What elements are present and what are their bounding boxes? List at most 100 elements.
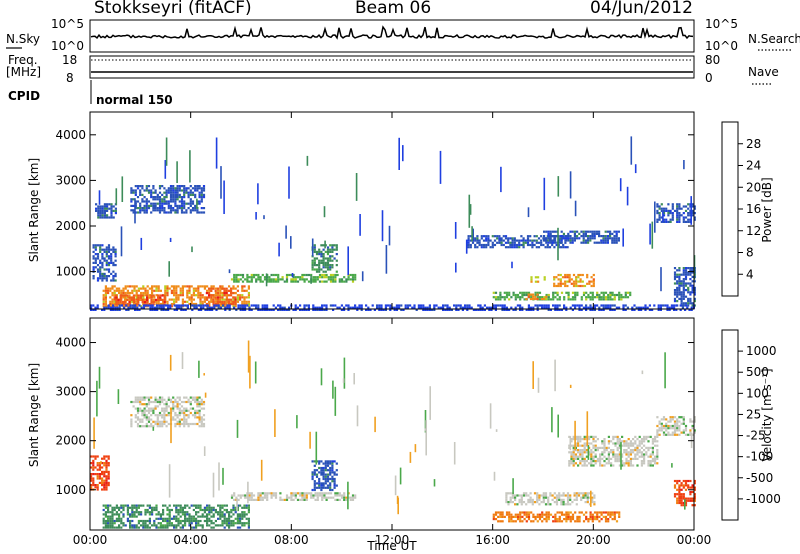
heatmap-cell: [676, 275, 679, 278]
heatmap-cell: [534, 304, 537, 307]
colorbar-tick-label: -25: [746, 429, 766, 443]
heatmap-cell: [382, 308, 385, 311]
heatmap-cell: [489, 239, 492, 242]
heatmap-cell: [514, 513, 517, 516]
heatmap-cell: [103, 457, 106, 460]
heatmap-cell: [137, 287, 140, 290]
heatmap-cell: [103, 250, 106, 253]
heatmap-cell: [143, 403, 146, 406]
heatmap-cell: [155, 300, 158, 303]
heatmap-cell: [180, 411, 184, 415]
heatmap-cell: [579, 449, 582, 452]
heatmap-cell: [248, 308, 251, 311]
heatmap-cell: [158, 306, 161, 309]
heatmap-cell: [261, 492, 264, 495]
heatmap-streak: [569, 384, 572, 388]
heatmap-cell: [507, 239, 510, 242]
heatmap-cell: [552, 293, 555, 297]
heatmap-cell: [535, 246, 538, 249]
heatmap-cell: [592, 438, 595, 441]
heatmap-cell: [522, 241, 525, 244]
heatmap-cell: [640, 442, 643, 445]
heatmap-cell: [497, 304, 500, 307]
heatmap-cell: [318, 484, 321, 487]
heatmap-cell: [99, 272, 102, 275]
heatmap-cell: [331, 244, 334, 247]
heatmap-cell: [182, 304, 185, 307]
heatmap-cell: [525, 503, 528, 506]
heatmap-cell: [172, 207, 175, 210]
heatmap-cell: [592, 282, 595, 285]
heatmap-cell: [664, 304, 667, 307]
heatmap-cell: [201, 526, 204, 529]
heatmap-cell: [574, 435, 577, 438]
heatmap-cell: [505, 511, 509, 514]
heatmap-cell: [573, 494, 576, 497]
heatmap-cell: [582, 520, 586, 523]
heatmap-cell: [453, 304, 456, 307]
heatmap-cell: [214, 511, 217, 514]
heatmap-cell: [593, 503, 596, 506]
heatmap-cell: [237, 304, 240, 307]
heatmap-cell: [494, 511, 498, 514]
heatmap-cell: [662, 207, 666, 210]
heatmap-cell: [110, 212, 113, 215]
heatmap-cell: [202, 425, 206, 428]
heatmap-cell: [243, 302, 246, 306]
heatmap-cell: [94, 248, 97, 251]
heatmap-cell: [136, 207, 140, 210]
heatmap-cell: [96, 257, 100, 260]
heatmap-cell: [129, 304, 132, 307]
heatmap-cell: [183, 420, 186, 423]
heatmap-cell: [292, 276, 295, 279]
heatmap-cell: [665, 220, 668, 223]
heatmap-cell: [247, 524, 250, 527]
heatmap-cell: [684, 216, 688, 219]
heatmap-cell: [203, 296, 206, 299]
heatmap-cell: [112, 277, 115, 280]
heatmap-cell: [338, 494, 341, 497]
heatmap-cell: [217, 289, 220, 292]
heatmap-cell: [499, 298, 502, 301]
heatmap-cell: [176, 191, 179, 194]
heatmap-cell: [270, 494, 273, 497]
heatmap-cell: [575, 280, 578, 283]
heatmap-cell: [614, 455, 617, 458]
heatmap-cell: [343, 280, 346, 283]
heatmap-cell: [208, 508, 211, 512]
heatmap-cell: [676, 282, 679, 285]
heatmap-cell: [680, 422, 683, 425]
heatmap-cell: [536, 498, 539, 501]
heatmap-cell: [316, 278, 319, 281]
heatmap-cell: [107, 473, 110, 476]
heatmap-cell: [120, 291, 123, 295]
heatmap-cell: [157, 513, 160, 516]
heatmap-cell: [181, 524, 184, 527]
heatmap-cell: [682, 269, 685, 272]
heatmap-cell: [442, 304, 445, 307]
heatmap-cell: [235, 273, 238, 277]
heatmap-cell: [673, 306, 676, 309]
heatmap-cell: [97, 205, 100, 208]
heatmap-cell: [135, 526, 138, 529]
heatmap-cell: [634, 457, 637, 460]
heatmap-cell: [199, 298, 202, 301]
heatmap-cell: [174, 196, 177, 199]
heatmap-cell: [549, 494, 552, 497]
heatmap-cell: [166, 294, 169, 297]
heatmap-cell: [577, 438, 580, 441]
heatmap-cell: [560, 291, 564, 294]
heatmap-cell: [351, 273, 355, 277]
heatmap-cell: [139, 425, 142, 428]
heatmap-cell: [687, 479, 690, 483]
heatmap-cell: [167, 189, 170, 192]
heatmap-cell: [154, 405, 157, 408]
heatmap-cell: [574, 446, 577, 449]
heatmap-cell: [150, 422, 153, 426]
heatmap-cell: [176, 400, 179, 404]
heatmap-cell: [492, 513, 495, 516]
heatmap-cell: [689, 433, 692, 436]
heatmap-cell: [214, 300, 217, 303]
heatmap-cell: [96, 253, 100, 256]
heatmap-cell: [206, 306, 209, 309]
